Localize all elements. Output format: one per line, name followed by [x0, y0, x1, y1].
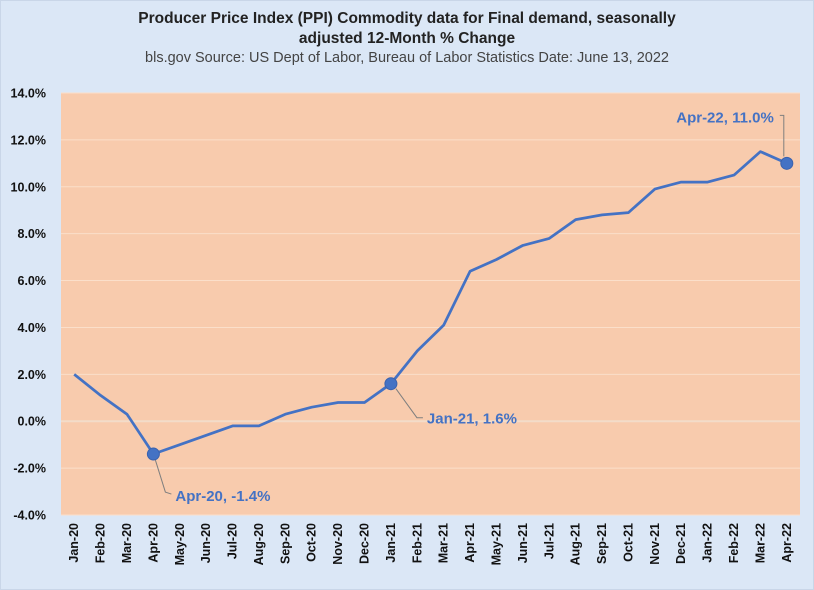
y-tick-label: 6.0%: [18, 274, 47, 288]
x-tick-label: Feb-21: [410, 523, 424, 563]
series-line: [73, 150, 788, 456]
highlight-point: [146, 447, 160, 461]
x-tick-label: Mar-20: [120, 523, 134, 563]
annotation-leader: [779, 114, 785, 157]
y-tick-label: 10.0%: [11, 180, 46, 194]
x-tick-label: May-20: [173, 523, 187, 565]
chart-title-line-1: Producer Price Index (PPI) Commodity dat…: [138, 10, 676, 27]
data-label: Apr-22, 11.0%: [676, 109, 774, 126]
x-tick-label: Aug-20: [252, 523, 266, 565]
y-tick-label: -2.0%: [13, 462, 46, 476]
y-tick-label: -4.0%: [13, 509, 46, 523]
x-tick-label: Mar-22: [753, 523, 767, 563]
y-tick-label: 0.0%: [18, 415, 47, 429]
y-tick-label: 2.0%: [18, 368, 47, 382]
x-tick-label: Oct-21: [621, 523, 635, 562]
y-tick-label: 8.0%: [18, 227, 47, 241]
x-tick-label: Sep-21: [595, 523, 609, 564]
x-tick-label: Jun-21: [516, 523, 530, 563]
x-tick-label: Jul-21: [542, 523, 556, 559]
x-tick-label: Nov-20: [331, 523, 345, 565]
chart-source: bls.gov Source: US Dept of Labor, Bureau…: [145, 50, 669, 66]
x-tick-label: Aug-21: [569, 523, 583, 565]
x-tick-label: Feb-22: [727, 523, 741, 563]
highlight-point: [384, 377, 398, 391]
x-tick-label: Oct-20: [305, 523, 319, 562]
x-tick-label: Jul-20: [226, 523, 240, 559]
annotation-leader: [395, 388, 423, 419]
x-tick-label: Dec-21: [674, 523, 688, 564]
x-tick-label: Mar-21: [437, 523, 451, 563]
y-tick-label: 12.0%: [11, 133, 46, 147]
x-tick-label: Jan-22: [701, 523, 715, 563]
x-tick-label: Dec-20: [358, 523, 372, 564]
x-tick-label: Nov-21: [648, 523, 662, 565]
x-tick-label: Apr-22: [780, 523, 794, 563]
x-tick-label: May-21: [489, 523, 503, 565]
data-label: Apr-20, -1.4%: [175, 488, 270, 505]
x-tick-label: Apr-21: [463, 523, 477, 563]
x-tick-label: Jun-20: [199, 523, 213, 563]
y-tick-label: 4.0%: [18, 321, 47, 335]
x-tick-label: Feb-20: [94, 523, 108, 563]
x-tick-label: Jan-21: [384, 523, 398, 563]
x-tick-label: Jan-20: [67, 523, 81, 563]
highlight-point: [780, 156, 794, 170]
y-tick-label: 14.0%: [11, 87, 46, 101]
chart-title-line-2: adjusted 12-Month % Change: [298, 30, 516, 47]
x-tick-label: Sep-20: [278, 523, 292, 564]
data-label: Jan-21, 1.6%: [427, 411, 517, 428]
x-tick-label: Apr-20: [146, 523, 160, 563]
annotation-leader: [154, 459, 172, 495]
plot-area: [61, 93, 800, 515]
